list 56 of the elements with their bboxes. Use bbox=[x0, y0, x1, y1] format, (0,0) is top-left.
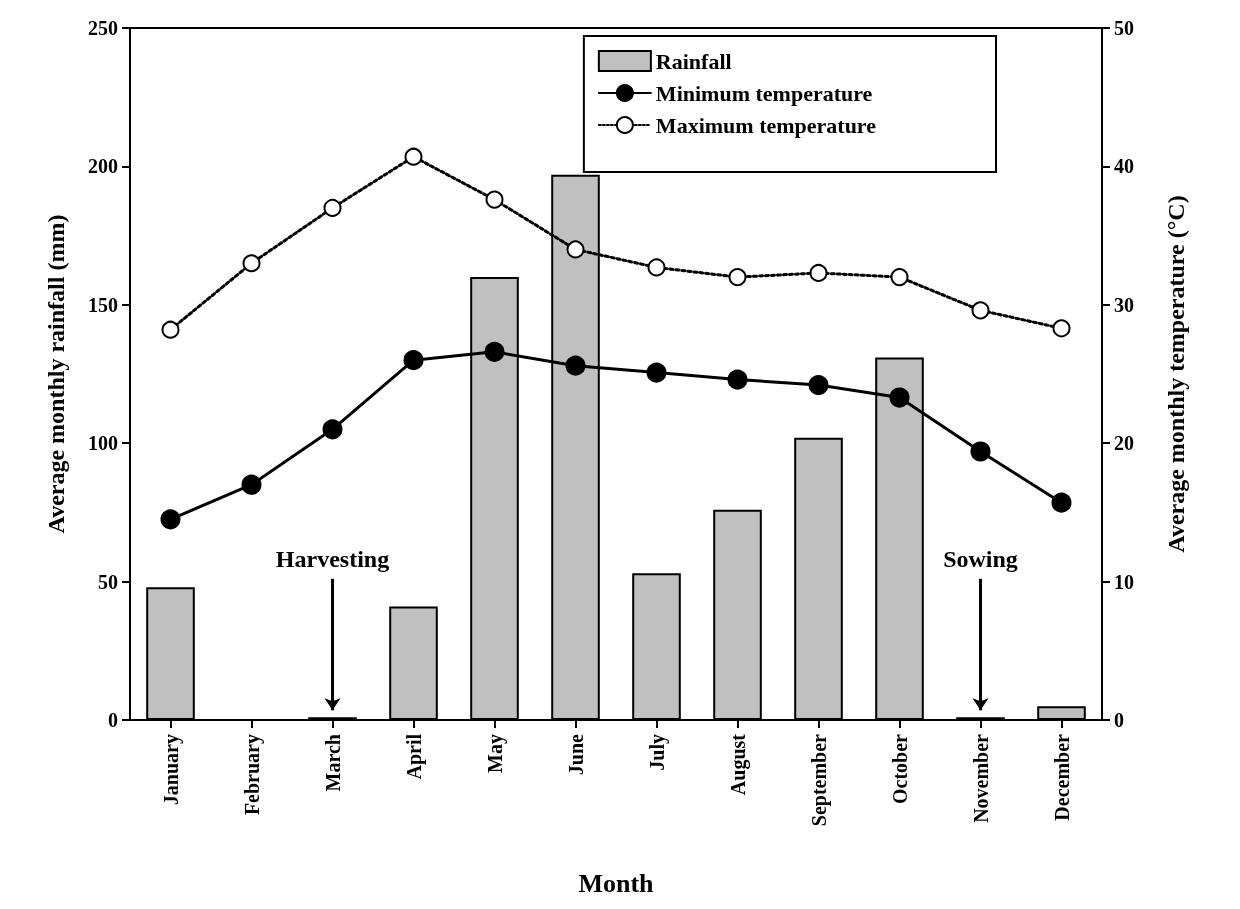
x-tick-label: January bbox=[159, 734, 183, 806]
annotation: Harvesting bbox=[275, 545, 390, 572]
point bbox=[1051, 492, 1072, 513]
x-tick-label: September bbox=[807, 733, 831, 827]
point bbox=[161, 320, 180, 339]
point bbox=[160, 509, 181, 530]
point bbox=[241, 474, 262, 495]
point bbox=[565, 355, 586, 376]
x-tick-label: May bbox=[483, 734, 507, 773]
x-tick-label: November bbox=[969, 733, 992, 823]
point bbox=[890, 268, 909, 287]
y2-tick-label: 10 bbox=[1114, 570, 1134, 593]
y-axis-title: Average monthly rainfall (mm) bbox=[43, 214, 69, 534]
x-tick-label: March bbox=[321, 734, 344, 792]
point bbox=[242, 254, 261, 273]
legend-label: Maximum temperature bbox=[655, 112, 877, 138]
legend-label: Rainfall bbox=[655, 48, 732, 74]
point bbox=[971, 301, 990, 320]
point bbox=[727, 369, 748, 390]
point bbox=[403, 350, 424, 371]
x-tick-label: April bbox=[402, 733, 426, 780]
y2-tick-label: 0 bbox=[1114, 709, 1124, 731]
y2-tick-label: 40 bbox=[1114, 155, 1134, 178]
annotation: Sowing bbox=[943, 545, 1018, 572]
y-tick-label: 250 bbox=[88, 17, 118, 39]
point bbox=[808, 375, 829, 396]
y2-tick-label: 30 bbox=[1114, 293, 1134, 316]
x-tick-label: December bbox=[1050, 733, 1073, 821]
y-tick-label: 0 bbox=[108, 709, 118, 731]
point bbox=[323, 198, 342, 217]
y2-tick-label: 50 bbox=[1114, 17, 1134, 39]
point bbox=[322, 419, 343, 440]
x-tick-label: August bbox=[726, 733, 750, 796]
point bbox=[1052, 319, 1071, 338]
x-axis-title: Month bbox=[578, 868, 655, 898]
point bbox=[404, 147, 423, 166]
y2-axis-title: Average monthly temperature (°C) bbox=[1163, 195, 1189, 553]
y-tick-label: 150 bbox=[88, 293, 118, 316]
x-tick-label: July bbox=[645, 734, 669, 771]
legend-label: Minimum temperature bbox=[655, 80, 873, 106]
point bbox=[566, 240, 585, 259]
point bbox=[889, 387, 910, 408]
x-tick-label: October bbox=[888, 733, 911, 804]
point bbox=[970, 441, 991, 462]
point bbox=[809, 263, 828, 282]
point bbox=[485, 190, 504, 209]
x-tick-label: June bbox=[564, 733, 587, 776]
point bbox=[646, 362, 667, 383]
point bbox=[728, 268, 747, 287]
point bbox=[484, 341, 505, 362]
y-tick-label: 200 bbox=[88, 155, 118, 178]
y-tick-label: 100 bbox=[88, 432, 118, 455]
x-tick-label: February bbox=[240, 734, 264, 816]
point bbox=[647, 258, 666, 277]
y-tick-label: 50 bbox=[98, 570, 118, 593]
y2-tick-label: 20 bbox=[1114, 432, 1134, 455]
